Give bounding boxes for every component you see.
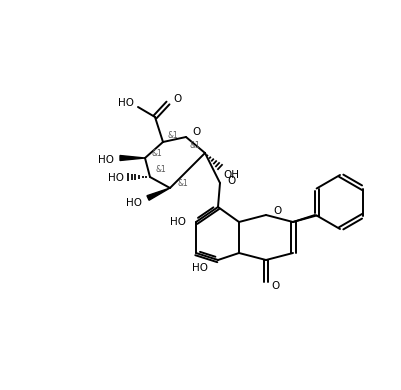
Text: O: O	[192, 127, 200, 137]
Text: &1: &1	[178, 179, 189, 188]
Text: HO: HO	[126, 198, 142, 208]
Text: &1: &1	[189, 140, 200, 149]
Text: O: O	[271, 281, 279, 291]
Text: &1: &1	[168, 131, 179, 140]
Text: HO: HO	[98, 155, 114, 165]
Text: HO: HO	[108, 173, 124, 183]
Text: OH: OH	[223, 170, 239, 180]
Text: O: O	[227, 176, 235, 186]
Text: HO: HO	[192, 263, 208, 273]
Text: &1: &1	[156, 165, 167, 174]
Text: &1: &1	[151, 149, 162, 158]
Text: HO: HO	[170, 217, 186, 227]
Text: O: O	[173, 94, 181, 104]
Text: HO: HO	[118, 98, 134, 108]
Polygon shape	[147, 188, 170, 200]
Polygon shape	[120, 156, 145, 161]
Text: O: O	[273, 206, 281, 216]
